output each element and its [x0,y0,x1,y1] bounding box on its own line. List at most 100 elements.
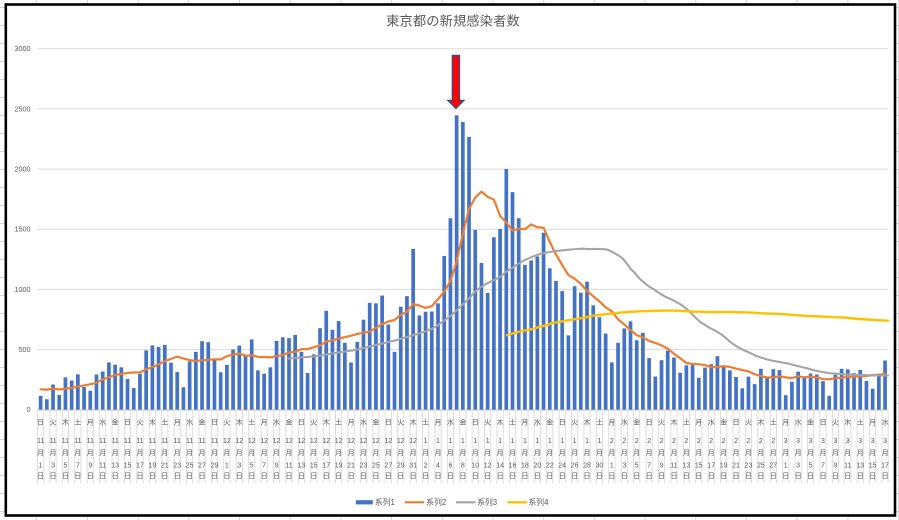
svg-text:月: 月 [74,449,81,457]
svg-text:系列4: 系列4 [529,497,550,507]
svg-text:2: 2 [722,438,726,445]
svg-text:日: 日 [733,472,740,480]
svg-text:23: 23 [173,462,181,469]
svg-text:日: 日 [795,472,802,480]
svg-text:日: 日 [869,472,876,480]
svg-text:月: 月 [285,449,292,457]
svg-text:日: 日 [621,472,628,480]
svg-text:日: 日 [62,472,69,480]
svg-text:水: 水 [99,418,106,427]
svg-text:11: 11 [87,438,94,445]
svg-text:日: 日 [745,472,752,480]
svg-text:12: 12 [235,438,243,445]
svg-text:12: 12 [347,438,355,445]
svg-text:月: 月 [546,449,553,457]
svg-text:土: 土 [74,418,81,427]
svg-text:12: 12 [335,438,343,445]
svg-text:日: 日 [534,472,541,480]
svg-text:日: 日 [882,472,889,480]
svg-text:13: 13 [298,462,306,469]
svg-text:17: 17 [707,462,715,469]
svg-text:2500: 2500 [15,104,31,113]
svg-text:月: 月 [211,449,218,457]
svg-text:1: 1 [610,462,614,469]
svg-text:金: 金 [112,418,119,427]
svg-text:水: 水 [795,418,802,427]
svg-text:9: 9 [275,462,279,469]
svg-text:27: 27 [384,462,392,469]
svg-text:2: 2 [759,438,763,445]
svg-text:9: 9 [833,462,837,469]
svg-text:2: 2 [734,438,738,445]
svg-text:月: 月 [410,449,417,457]
svg-text:14: 14 [496,462,504,469]
svg-text:1: 1 [511,438,515,445]
svg-text:1: 1 [560,438,564,445]
svg-text:火: 火 [745,419,752,427]
svg-text:金: 金 [807,418,814,427]
svg-text:11: 11 [670,462,677,469]
svg-text:土: 土 [596,418,603,427]
svg-text:日: 日 [584,472,591,480]
svg-text:日: 日 [571,472,578,480]
svg-text:12: 12 [384,438,392,445]
svg-text:月: 月 [733,449,740,457]
svg-text:1000: 1000 [15,285,31,294]
svg-text:2: 2 [660,438,664,445]
svg-text:8: 8 [461,462,465,469]
svg-text:1: 1 [535,438,539,445]
svg-text:日: 日 [211,472,218,480]
svg-text:日: 日 [757,472,764,480]
svg-text:日: 日 [335,472,342,480]
svg-text:月: 月 [596,449,603,457]
svg-text:火: 火 [136,419,143,427]
svg-text:日: 日 [807,472,814,480]
svg-text:日: 日 [261,472,268,480]
svg-text:月: 月 [174,449,181,457]
svg-text:月: 月 [559,449,566,457]
svg-text:木: 木 [149,418,156,427]
svg-text:月: 月 [99,449,106,457]
svg-text:26: 26 [571,462,579,469]
svg-text:11: 11 [198,438,205,445]
svg-text:20: 20 [533,462,541,469]
svg-text:月: 月 [447,449,454,457]
svg-text:11: 11 [49,438,56,445]
svg-text:24: 24 [558,462,566,469]
svg-text:1: 1 [548,438,552,445]
svg-text:月: 月 [844,449,851,457]
svg-text:15: 15 [124,462,132,469]
svg-text:23: 23 [360,462,368,469]
svg-text:月: 月 [199,449,206,457]
svg-text:木: 木 [844,418,851,427]
svg-text:日: 日 [633,472,640,480]
svg-text:11: 11 [844,462,851,469]
svg-text:21: 21 [732,462,740,469]
svg-text:日: 日 [186,472,193,480]
svg-text:月: 月 [708,449,715,457]
svg-text:木: 木 [584,418,591,427]
svg-text:2: 2 [622,438,626,445]
svg-text:月: 月 [236,449,243,457]
svg-text:1: 1 [486,438,490,445]
svg-text:月: 月 [795,449,802,457]
svg-text:9: 9 [660,462,664,469]
svg-text:日: 日 [50,472,57,480]
svg-text:12: 12 [298,438,306,445]
svg-text:日: 日 [509,472,516,480]
svg-text:19: 19 [335,462,343,469]
svg-text:日: 日 [720,472,727,480]
svg-text:月: 月 [695,419,702,427]
svg-text:日: 日 [596,472,603,480]
svg-text:日: 日 [484,472,491,480]
svg-text:日: 日 [608,472,615,480]
svg-text:火: 火 [832,419,839,427]
svg-text:日: 日 [695,472,702,480]
svg-text:12: 12 [310,438,318,445]
svg-text:日: 日 [124,419,131,427]
svg-text:日: 日 [472,419,479,427]
svg-text:金: 金 [459,418,466,427]
svg-text:1: 1 [498,438,502,445]
svg-text:日: 日 [285,472,292,480]
svg-text:日: 日 [472,472,479,480]
